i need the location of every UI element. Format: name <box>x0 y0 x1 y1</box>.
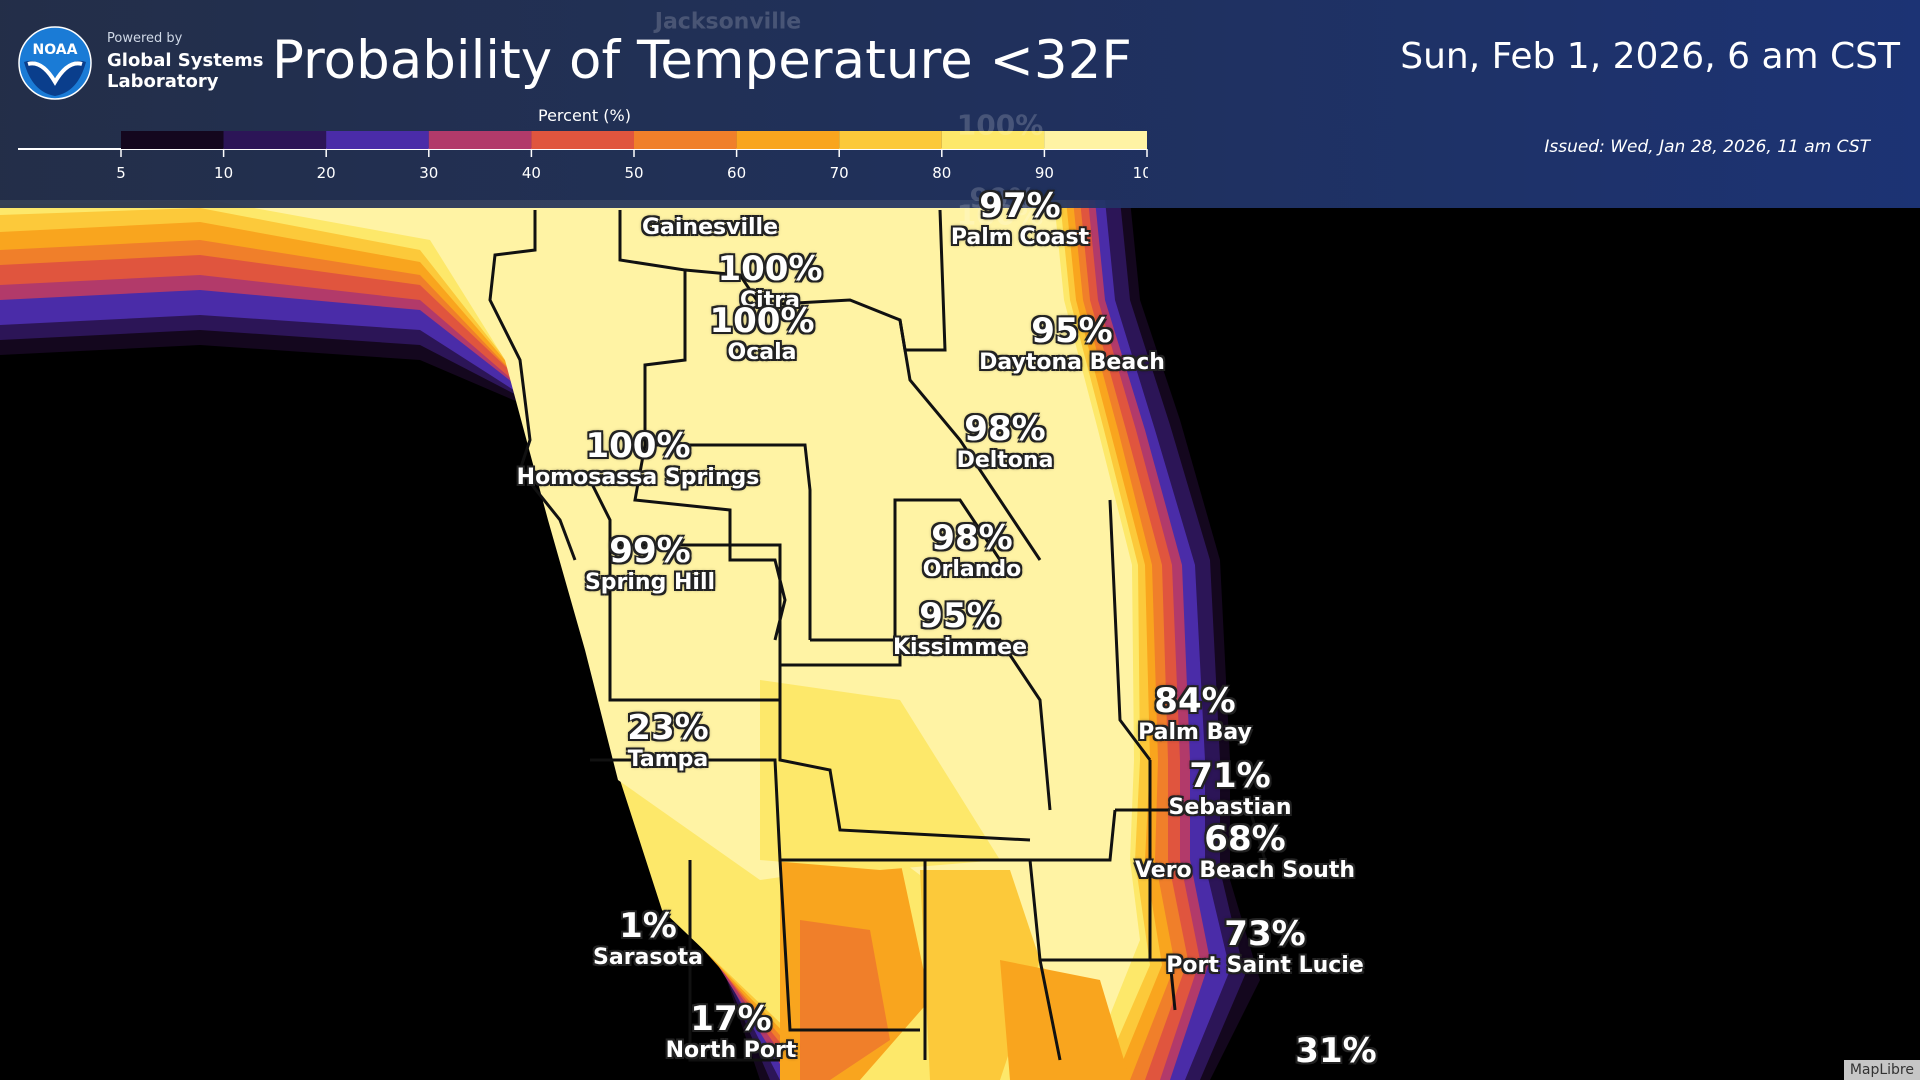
colorbar-tick-label: 90 <box>1035 164 1054 182</box>
city-name: Palm Coast <box>950 225 1090 250</box>
map-title: Probability of Temperature <32F <box>272 30 1132 91</box>
city-probability: 97% <box>979 186 1061 226</box>
colorbar-swatch <box>839 131 942 149</box>
city-name: Sebastian <box>1168 795 1292 820</box>
city-label[interactable]: 23% Tampa <box>627 711 708 771</box>
faded-map-label: 99% <box>969 181 1037 215</box>
colorbar-tick-label: 20 <box>317 164 336 182</box>
city-name: Tampa <box>627 747 709 772</box>
city-probability: 17% <box>690 999 772 1039</box>
city-name: North Port <box>665 1038 797 1063</box>
colorbar-swatch <box>326 131 429 149</box>
city-name: Citra <box>740 288 800 313</box>
city-name: Vero Beach South <box>1134 858 1356 883</box>
city-name: Ocala <box>727 340 797 365</box>
city-label[interactable]: 100% Citra <box>717 252 822 312</box>
lab-name: Global Systems Laboratory <box>107 50 264 92</box>
city-probability: 84% <box>1154 681 1236 721</box>
city-label[interactable]: 100% Ocala <box>709 304 814 364</box>
city-label[interactable]: 1% Sarasota <box>593 909 703 969</box>
city-name: Palm Bay <box>1138 720 1252 745</box>
colorbar-swatch <box>941 131 1045 149</box>
colorbar-swatch <box>223 131 327 149</box>
city-label[interactable]: Gainesville <box>642 213 778 239</box>
colorbar-label: Percent (%) <box>538 106 631 125</box>
city-label[interactable]: 31% <box>1295 1034 1376 1068</box>
city-probability: 98% <box>931 518 1013 558</box>
city-probability: 100% <box>709 301 815 341</box>
colorbar-swatch <box>428 131 532 149</box>
city-probability: 1% <box>619 906 677 946</box>
colorbar-swatch <box>121 131 224 149</box>
colorbar-swatch <box>736 131 840 149</box>
city-name: Kissimmee <box>892 635 1028 660</box>
city-probability: 73% <box>1224 914 1306 954</box>
city-label[interactable]: 98% Orlando <box>923 521 1021 581</box>
valid-time: Sun, Feb 1, 2026, 6 am CST <box>1400 36 1900 77</box>
faded-map-label: Jacksonville <box>654 9 802 35</box>
city-name: Sarasota <box>593 945 703 970</box>
city-label[interactable]: 98% Deltona <box>957 412 1054 472</box>
colorbar-swatch <box>1044 131 1147 149</box>
powered-by-label: Powered by <box>107 31 183 46</box>
city-label[interactable]: 95% Daytona Beach <box>979 314 1165 374</box>
colorbar-tick-label: 10 <box>214 164 233 182</box>
city-label[interactable]: 100% Homosassa Springs <box>517 429 760 489</box>
city-probability: 99% <box>609 531 691 571</box>
city-probability: 98% <box>964 409 1046 449</box>
faded-map-label: 100% <box>956 198 1044 232</box>
colorbar-tick-label: 70 <box>830 164 849 182</box>
city-probability: 31% <box>1295 1031 1377 1071</box>
city-probability: 100% <box>717 249 823 289</box>
city-label[interactable]: 71% Sebastian <box>1168 759 1291 819</box>
colorbar-swatch <box>634 131 737 149</box>
city-label[interactable]: 97% Palm Coast <box>951 189 1089 249</box>
city-probability: 68% <box>1204 819 1286 859</box>
city-probability: 95% <box>919 596 1001 636</box>
svg-text:NOAA: NOAA <box>33 42 78 58</box>
city-name: Spring Hill <box>584 570 716 595</box>
colorbar-tick-label: 50 <box>624 164 643 182</box>
colorbar-legend: 5 10 20 30 40 50 60 70 80 90 100 <box>18 131 1148 182</box>
city-probability: 100% <box>585 426 691 466</box>
city-name: Deltona <box>956 448 1054 473</box>
colorbar-tick-label: 40 <box>522 164 541 182</box>
city-probability: 23% <box>627 708 709 748</box>
faded-map-label: 100% <box>956 108 1044 142</box>
city-name: Orlando <box>922 557 1022 582</box>
city-name: Port Saint Lucie <box>1166 953 1364 978</box>
city-name: Daytona Beach <box>979 350 1165 375</box>
colorbar-tick-label: 60 <box>727 164 746 182</box>
city-label[interactable]: 73% Port Saint Lucie <box>1166 917 1364 977</box>
maplibre-attribution[interactable]: MapLibre <box>1843 1060 1920 1080</box>
city-label[interactable]: 17% North Port <box>666 1002 797 1062</box>
colorbar-swatch <box>531 131 634 149</box>
city-label[interactable]: 68% Vero Beach South <box>1135 822 1355 882</box>
issued-time: Issued: Wed, Jan 28, 2026, 11 am CST <box>1544 137 1870 157</box>
header-bar: NOAA Powered by Global Systems Laborator… <box>0 0 1920 232</box>
city-probability: 71% <box>1189 756 1271 796</box>
county-boundaries <box>488 209 1267 1062</box>
colorbar-tick-label: 80 <box>932 164 951 182</box>
noaa-logo[interactable]: NOAA <box>18 26 92 100</box>
city-name: Homosassa Springs <box>516 465 760 490</box>
colorbar-tick-label: 100 <box>1133 164 1148 182</box>
city-label[interactable]: 99% Spring Hill <box>585 534 715 594</box>
city-label[interactable]: 84% Palm Bay <box>1138 684 1252 744</box>
colorbar-tick-label: 5 <box>116 164 126 182</box>
colorbar-tick-label: 30 <box>419 164 438 182</box>
city-probability: 95% <box>1031 311 1113 351</box>
city-name: Gainesville <box>641 215 779 240</box>
city-label[interactable]: 95% Kissimmee <box>893 599 1027 659</box>
